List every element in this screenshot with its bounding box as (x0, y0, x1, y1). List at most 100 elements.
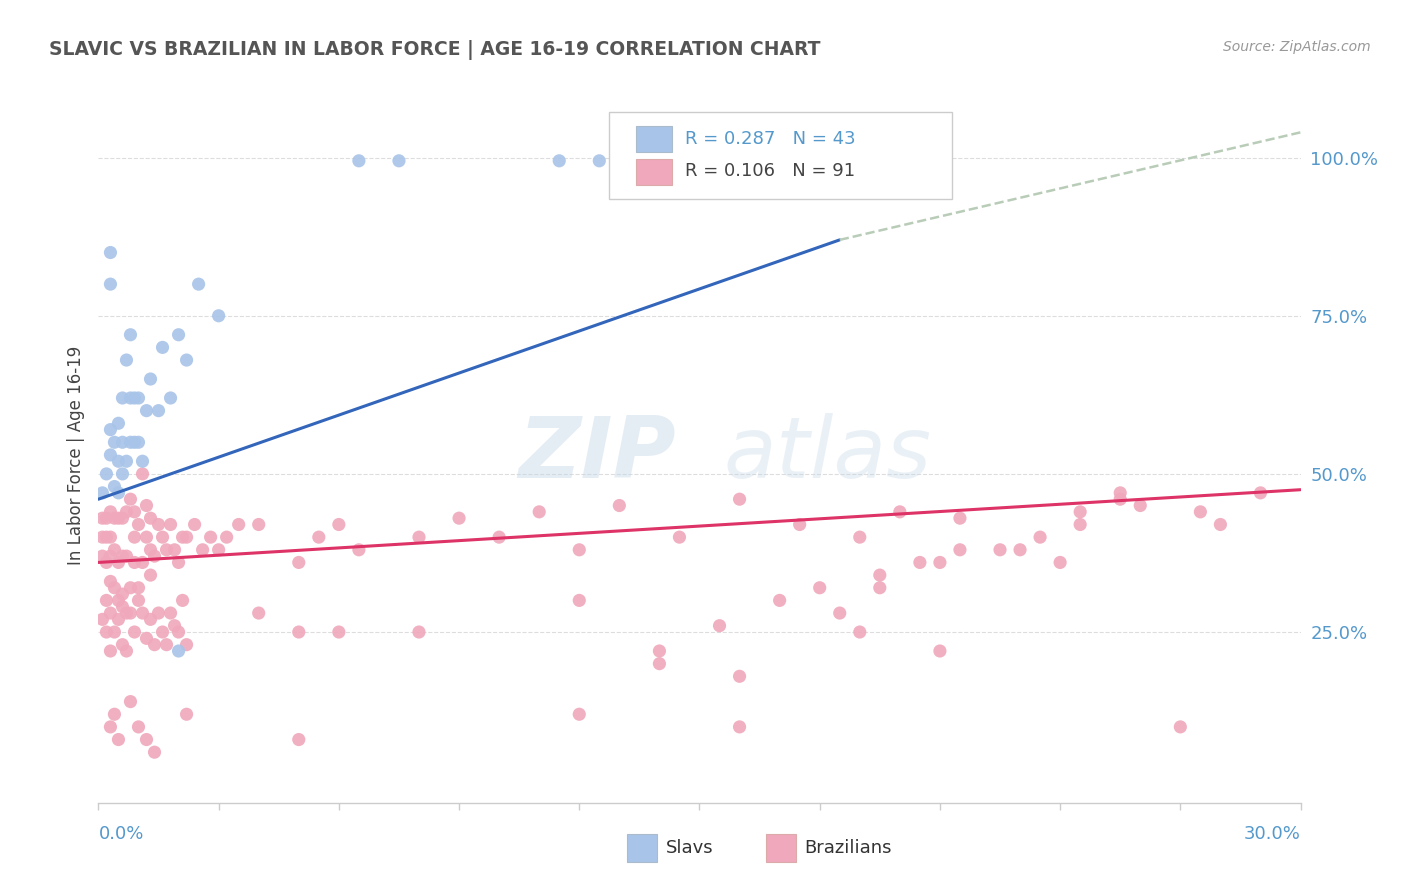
Point (107, 417, 129, 431)
Point (529, 505, 551, 519)
Point (120, 492, 142, 507)
Point (152, 530, 174, 544)
Point (115, 505, 138, 519)
Point (408, 530, 430, 544)
Bar (766, 834, 796, 862)
Text: ZIP: ZIP (517, 413, 675, 497)
Point (107, 556, 129, 570)
Point (135, 403, 157, 417)
Point (120, 435, 142, 450)
Point (100, 245, 122, 260)
Point (148, 606, 170, 620)
Point (139, 568, 162, 582)
Bar (636, 159, 672, 185)
Point (107, 593, 129, 607)
Point (159, 391, 181, 405)
Point (100, 530, 122, 544)
Point (988, 542, 1011, 557)
Point (131, 467, 153, 481)
Point (588, 153, 610, 168)
Point (100, 644, 122, 658)
Point (120, 581, 142, 595)
Point (1069, 505, 1091, 519)
Point (91, 549, 114, 563)
Point (1029, 530, 1052, 544)
Point (135, 499, 157, 513)
Point (124, 530, 146, 544)
Point (96, 593, 118, 607)
Text: Brazilians: Brazilians (804, 839, 891, 857)
Point (139, 511, 162, 525)
Point (1109, 492, 1132, 507)
Point (849, 625, 872, 640)
Point (100, 277, 122, 292)
Point (187, 277, 209, 292)
Point (447, 511, 470, 525)
Point (103, 511, 125, 525)
Point (568, 707, 591, 722)
Point (103, 707, 125, 722)
Point (308, 530, 330, 544)
Bar (636, 126, 672, 152)
Point (228, 517, 250, 532)
Point (103, 435, 125, 450)
Point (111, 599, 134, 614)
Point (176, 353, 198, 368)
Point (107, 454, 129, 468)
Point (176, 707, 198, 722)
Point (159, 606, 181, 620)
Point (172, 593, 194, 607)
Point (828, 606, 851, 620)
Point (124, 435, 146, 450)
Point (737, 153, 759, 168)
Point (111, 435, 134, 450)
Point (908, 556, 931, 570)
Point (648, 657, 671, 671)
Point (761, 153, 783, 168)
Point (488, 530, 510, 544)
Point (728, 492, 751, 507)
Point (869, 581, 891, 595)
Point (139, 612, 162, 626)
Point (176, 530, 198, 544)
Point (709, 618, 731, 632)
Point (769, 593, 792, 607)
Point (120, 695, 142, 709)
FancyBboxPatch shape (609, 112, 952, 199)
Point (128, 391, 150, 405)
Point (247, 606, 270, 620)
Point (128, 517, 150, 532)
Point (100, 720, 122, 734)
Point (120, 606, 142, 620)
Point (115, 353, 138, 368)
Text: R = 0.106   N = 91: R = 0.106 N = 91 (685, 162, 855, 180)
Point (135, 530, 157, 544)
Point (103, 581, 125, 595)
Point (115, 606, 138, 620)
Point (148, 517, 170, 532)
Point (709, 153, 731, 168)
Point (100, 549, 122, 563)
Point (183, 517, 205, 532)
Point (139, 372, 162, 386)
Point (247, 517, 270, 532)
Point (96, 625, 118, 640)
Point (949, 511, 972, 525)
Point (1129, 499, 1152, 513)
Point (107, 486, 129, 500)
Text: 0.0%: 0.0% (98, 825, 143, 843)
Point (96, 511, 118, 525)
Point (96, 556, 118, 570)
Point (176, 638, 198, 652)
Point (91, 511, 114, 525)
Point (728, 720, 751, 734)
Point (111, 549, 134, 563)
Point (167, 644, 190, 658)
Point (91, 530, 114, 544)
Point (1049, 556, 1071, 570)
Point (100, 423, 122, 437)
Point (100, 448, 122, 462)
Point (139, 542, 162, 557)
Text: SLAVIC VS BRAZILIAN IN LABOR FORCE | AGE 16-19 CORRELATION CHART: SLAVIC VS BRAZILIAN IN LABOR FORCE | AGE… (49, 40, 821, 60)
Point (103, 479, 125, 493)
